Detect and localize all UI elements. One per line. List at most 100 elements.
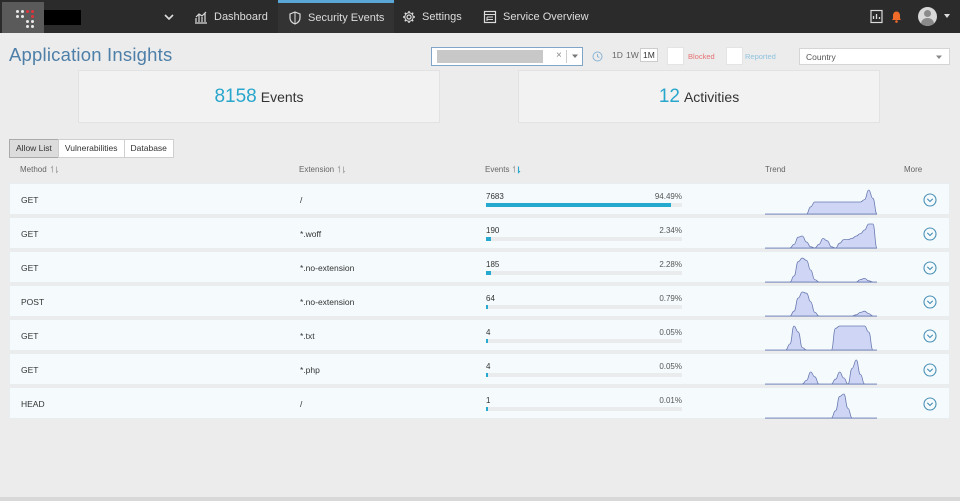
chevron-down-icon[interactable] (162, 10, 176, 24)
trend-sparkline (765, 291, 877, 317)
range-1d-button[interactable]: 1D (612, 50, 623, 60)
nav-dashboard[interactable]: Dashboard (194, 0, 268, 33)
nav-security-events-label: Security Events (308, 12, 385, 24)
table-row[interactable]: GET / 7683 94.49% (9, 183, 950, 215)
events-stat-card: 8158 Events (78, 70, 440, 123)
extension-cell: *.php (300, 365, 320, 375)
table-row[interactable]: GET *.php 4 0.05% (9, 353, 950, 385)
nav-security-events[interactable]: Security Events (278, 0, 395, 33)
nav-service-overview-label: Service Overview (503, 10, 589, 23)
events-count: 8158 (214, 85, 257, 107)
expand-circle-icon[interactable] (923, 329, 937, 343)
clear-selection-icon[interactable]: × (556, 50, 562, 61)
app-logo[interactable] (2, 2, 44, 33)
table-row[interactable]: HEAD / 1 0.01% (9, 387, 950, 419)
column-header-events[interactable]: Events (485, 165, 521, 174)
table-row[interactable]: GET *.txt 4 0.05% (9, 319, 950, 351)
expand-circle-icon[interactable] (923, 363, 937, 377)
extension-cell: *.no-extension (300, 297, 355, 307)
events-count-cell: 4 (486, 362, 491, 371)
account-name-redacted (44, 10, 81, 25)
column-header-trend-label: Trend (765, 165, 786, 174)
expand-circle-icon[interactable] (923, 261, 937, 275)
column-header-method-label: Method (20, 165, 47, 174)
column-header-extension[interactable]: Extension (299, 165, 346, 174)
sort-icon[interactable] (50, 165, 59, 174)
column-header-more-label: More (904, 165, 923, 174)
tab-vulnerabilities[interactable]: Vulnerabilities (57, 139, 125, 158)
events-count-cell: 64 (486, 294, 495, 303)
application-select[interactable]: × (431, 47, 583, 66)
method-cell: GET (21, 365, 39, 375)
reported-label: Reported (745, 52, 776, 61)
column-header-more: More (904, 165, 922, 174)
column-header-extension-label: Extension (299, 165, 335, 174)
events-progress-bar (486, 373, 682, 377)
country-select[interactable]: Country (799, 48, 950, 65)
events-percent-cell: 2.34% (659, 226, 682, 235)
trend-sparkline (765, 359, 877, 385)
trend-sparkline (765, 189, 877, 215)
events-percent-cell: 0.79% (659, 294, 682, 303)
trend-area (765, 393, 877, 419)
trend-area (765, 223, 877, 249)
column-header-method[interactable]: Method (20, 165, 59, 174)
events-progress-bar (486, 305, 682, 309)
expand-circle-icon[interactable] (923, 227, 937, 241)
sort-active-icon[interactable] (512, 165, 521, 174)
events-progress-fill (486, 373, 488, 377)
range-1m-button[interactable]: 1M (640, 48, 658, 62)
method-cell: HEAD (21, 399, 45, 409)
events-progress-bar (486, 407, 682, 411)
method-cell: GET (21, 229, 39, 239)
table-row[interactable]: POST *.no-extension 64 0.79% (9, 285, 950, 317)
activities-count: 12 (658, 85, 680, 107)
chart-icon (195, 11, 207, 24)
column-header-events-label: Events (485, 165, 510, 174)
sort-icon[interactable] (337, 165, 346, 174)
reported-checkbox[interactable] (726, 47, 743, 65)
extension-cell: *.no-extension (300, 263, 355, 273)
events-count-cell: 1 (486, 396, 491, 405)
events-progress-fill (486, 407, 488, 411)
nav-settings[interactable]: Settings (402, 0, 462, 33)
caret-down-icon[interactable] (935, 53, 943, 61)
bell-icon[interactable] (889, 9, 904, 24)
tab-allow-list[interactable]: Allow List (9, 139, 59, 158)
clock-icon (592, 51, 603, 62)
method-cell: GET (21, 331, 39, 341)
method-cell: GET (21, 195, 39, 205)
caret-down-icon[interactable] (571, 52, 579, 60)
select-divider (566, 50, 567, 63)
events-count-cell: 190 (486, 226, 500, 235)
application-name-redacted (437, 50, 543, 63)
trend-sparkline (765, 257, 877, 283)
blocked-checkbox[interactable] (667, 47, 684, 65)
shield-icon (289, 11, 301, 25)
trend-area (765, 291, 877, 317)
expand-circle-icon[interactable] (923, 295, 937, 309)
extension-cell: *.txt (300, 331, 315, 341)
caret-down-icon[interactable] (943, 12, 951, 20)
column-header-trend: Trend (765, 165, 786, 174)
events-percent-cell: 0.05% (659, 328, 682, 337)
user-avatar[interactable] (918, 7, 937, 26)
table-row[interactable]: GET *.no-extension 185 2.28% (9, 251, 950, 283)
activities-label: Activities (683, 88, 740, 105)
report-icon[interactable] (869, 9, 884, 24)
expand-circle-icon[interactable] (923, 193, 937, 207)
events-percent-cell: 0.05% (659, 362, 682, 371)
trend-sparkline (765, 325, 877, 351)
range-1w-button[interactable]: 1W (626, 50, 639, 60)
events-percent-cell: 0.01% (659, 396, 682, 405)
events-percent-cell: 2.28% (659, 260, 682, 269)
table-row[interactable]: GET *.woff 190 2.34% (9, 217, 950, 249)
extension-cell: / (300, 195, 303, 205)
expand-circle-icon[interactable] (923, 397, 937, 411)
tab-database[interactable]: Database (123, 139, 174, 158)
nav-dashboard-label: Dashboard (214, 10, 268, 23)
events-progress-bar (486, 237, 682, 241)
nav-service-overview[interactable]: Service Overview (483, 0, 589, 33)
trend-sparkline (765, 223, 877, 249)
events-progress-fill (486, 203, 672, 207)
